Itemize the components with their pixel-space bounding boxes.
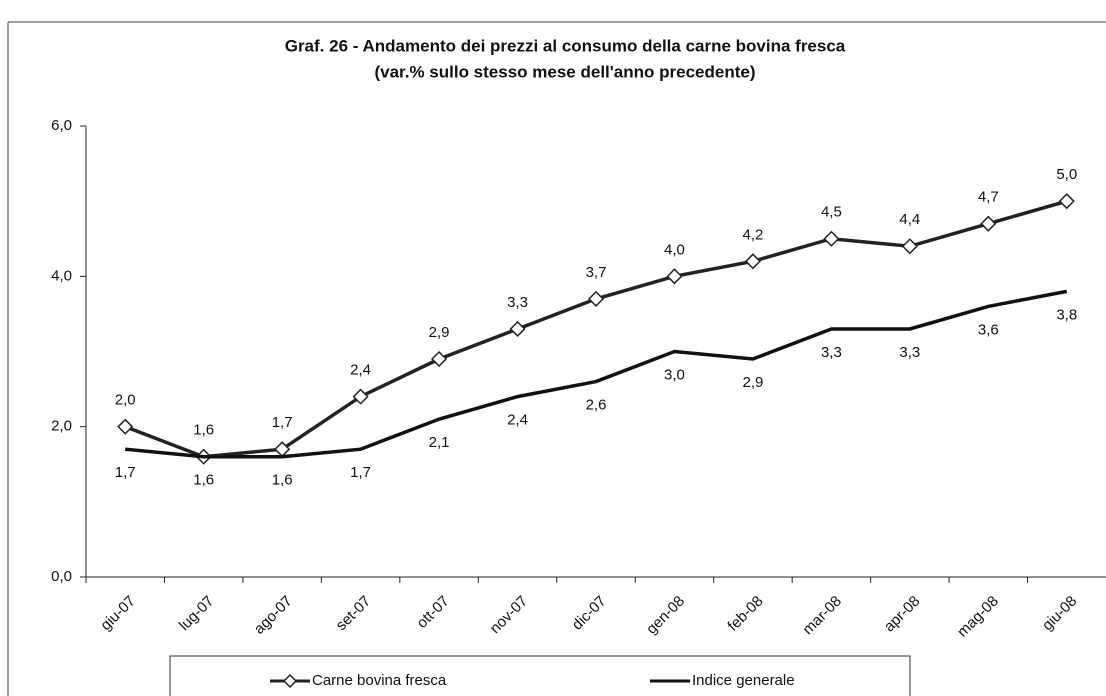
data-label: 2,1 (429, 434, 450, 451)
data-label: 2,6 (586, 397, 607, 414)
point-marker (744, 253, 761, 270)
data-label: 3,7 (586, 264, 607, 281)
data-label: 4,5 (821, 204, 842, 221)
series-line (124, 199, 1068, 459)
legend-box (169, 655, 911, 696)
data-label: 3,6 (978, 321, 999, 338)
x-tick-label: ott-07 (414, 593, 453, 632)
legend-marker (282, 673, 298, 689)
chart-subtitle: (var.% sullo stesso mese dell'anno prece… (374, 62, 755, 81)
x-tick-label: giu-07 (97, 593, 139, 635)
point-marker (1058, 193, 1075, 210)
point-marker (587, 290, 605, 307)
data-label: 2,9 (742, 374, 763, 391)
y-tick-label: 6,0 (51, 117, 72, 134)
point-marker (823, 230, 840, 247)
x-tick-label: giu-08 (1039, 593, 1081, 635)
x-tick-label: dic-07 (569, 593, 610, 634)
data-label: 1,7 (115, 464, 136, 481)
data-label: 2,4 (507, 412, 528, 429)
point-marker (509, 320, 526, 338)
x-tick-label: nov-07 (487, 593, 531, 637)
point-marker (980, 215, 997, 232)
data-label: 2,9 (429, 324, 450, 341)
chart-title: Graf. 26 - Andamento dei prezzi al consu… (285, 36, 846, 55)
data-label: 5,0 (1056, 166, 1077, 183)
data-label: 1,6 (193, 422, 214, 439)
data-label: 3,0 (664, 366, 685, 383)
point-marker (901, 238, 918, 255)
point-marker (117, 418, 134, 435)
y-tick-label: 0,0 (51, 568, 72, 585)
x-tick-label: ago-07 (251, 593, 296, 638)
data-label: 4,7 (978, 189, 999, 206)
data-label: 4,2 (742, 226, 763, 243)
data-label: 3,3 (899, 344, 920, 361)
x-tick-label: mag-08 (954, 593, 1002, 641)
data-label: 1,6 (193, 472, 214, 489)
data-label: 1,7 (350, 464, 371, 481)
data-label: 3,3 (821, 344, 842, 361)
x-tick-label: lug-07 (176, 593, 218, 635)
point-marker (666, 268, 683, 285)
y-tick-label: 4,0 (51, 267, 72, 284)
point-marker (431, 350, 448, 368)
data-label: 4,4 (899, 211, 920, 228)
x-tick-label: feb-08 (724, 593, 766, 635)
y-tick-label: 2,0 (51, 418, 72, 435)
x-tick-label: set-07 (333, 593, 375, 635)
data-label: 2,0 (115, 392, 136, 409)
data-label: 3,8 (1056, 306, 1077, 323)
data-label: 4,0 (664, 241, 685, 258)
x-tick-label: gen-08 (643, 593, 688, 638)
x-tick-label: apr-08 (881, 593, 924, 636)
data-label: 1,7 (272, 414, 293, 431)
x-tick-label: mar-08 (799, 593, 845, 639)
legend-label: Carne bovina fresca (312, 672, 447, 689)
point-marker (352, 388, 369, 405)
legend-label: Indice generale (692, 672, 795, 689)
data-label: 3,3 (507, 294, 528, 311)
series-line (125, 289, 1068, 459)
data-label: 1,6 (272, 472, 293, 489)
data-label: 2,4 (350, 362, 371, 379)
